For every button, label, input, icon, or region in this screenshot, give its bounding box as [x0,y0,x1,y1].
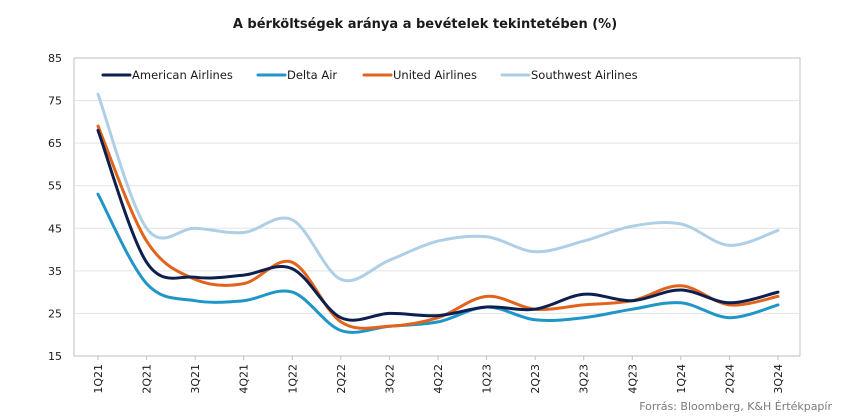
x-tick-label: 3Q21 [189,364,202,394]
series-line-delta-air [96,192,780,334]
x-tick-label: 1Q21 [92,364,105,394]
series-line-southwest-airlines [96,92,780,283]
legend-label-delta-air: Delta Air [287,68,337,82]
x-tick-label: 3Q22 [383,364,396,394]
x-tick-label: 3Q24 [772,364,785,394]
x-tick-label: 4Q22 [432,364,445,394]
y-tick-label: 55 [48,180,62,193]
y-tick-label: 85 [48,52,62,65]
x-tick-label: 3Q23 [578,364,591,394]
y-tick-label: 45 [48,222,62,235]
legend-label-united-airlines: United Airlines [393,68,477,82]
x-axis: 1Q21 2Q21 3Q21 4Q21 1Q22 2Q22 3Q22 4Q22 1Q23 2Q23… [92,356,785,394]
gridlines [74,100,800,314]
series-line-united-airlines [96,124,780,330]
series-line-american-airlines [96,128,780,322]
legend: American Airlines Delta Air United Airline… [101,68,638,82]
source-note: Forrás: Bloomberg, K&H Értékpapír [639,400,832,413]
x-tick-label: 1Q23 [481,364,494,394]
x-tick-label: 1Q24 [675,364,688,394]
legend-label-southwest-airlines: Southwest Airlines [531,68,638,82]
y-tick-label: 25 [48,307,62,320]
x-tick-label: 2Q22 [335,364,348,394]
series-lines [96,92,780,334]
y-tick-label: 75 [48,95,62,108]
x-tick-label: 1Q22 [286,364,299,394]
y-tick-label: 35 [48,265,62,278]
y-tick-label: 65 [48,137,62,150]
y-axis: 15 25 35 45 55 65 75 85 [48,52,62,363]
x-tick-label: 4Q21 [238,364,251,394]
legend-label-american-airlines: American Airlines [132,68,233,82]
y-tick-label: 15 [48,350,62,363]
x-tick-label: 2Q23 [529,364,542,394]
x-tick-label: 2Q21 [141,364,154,394]
plot-frame [73,57,801,357]
x-tick-label: 4Q23 [626,364,639,394]
chart-title: A bérköltségek aránya a bevételek tekint… [233,17,617,32]
x-tick-label: 2Q24 [723,364,736,394]
